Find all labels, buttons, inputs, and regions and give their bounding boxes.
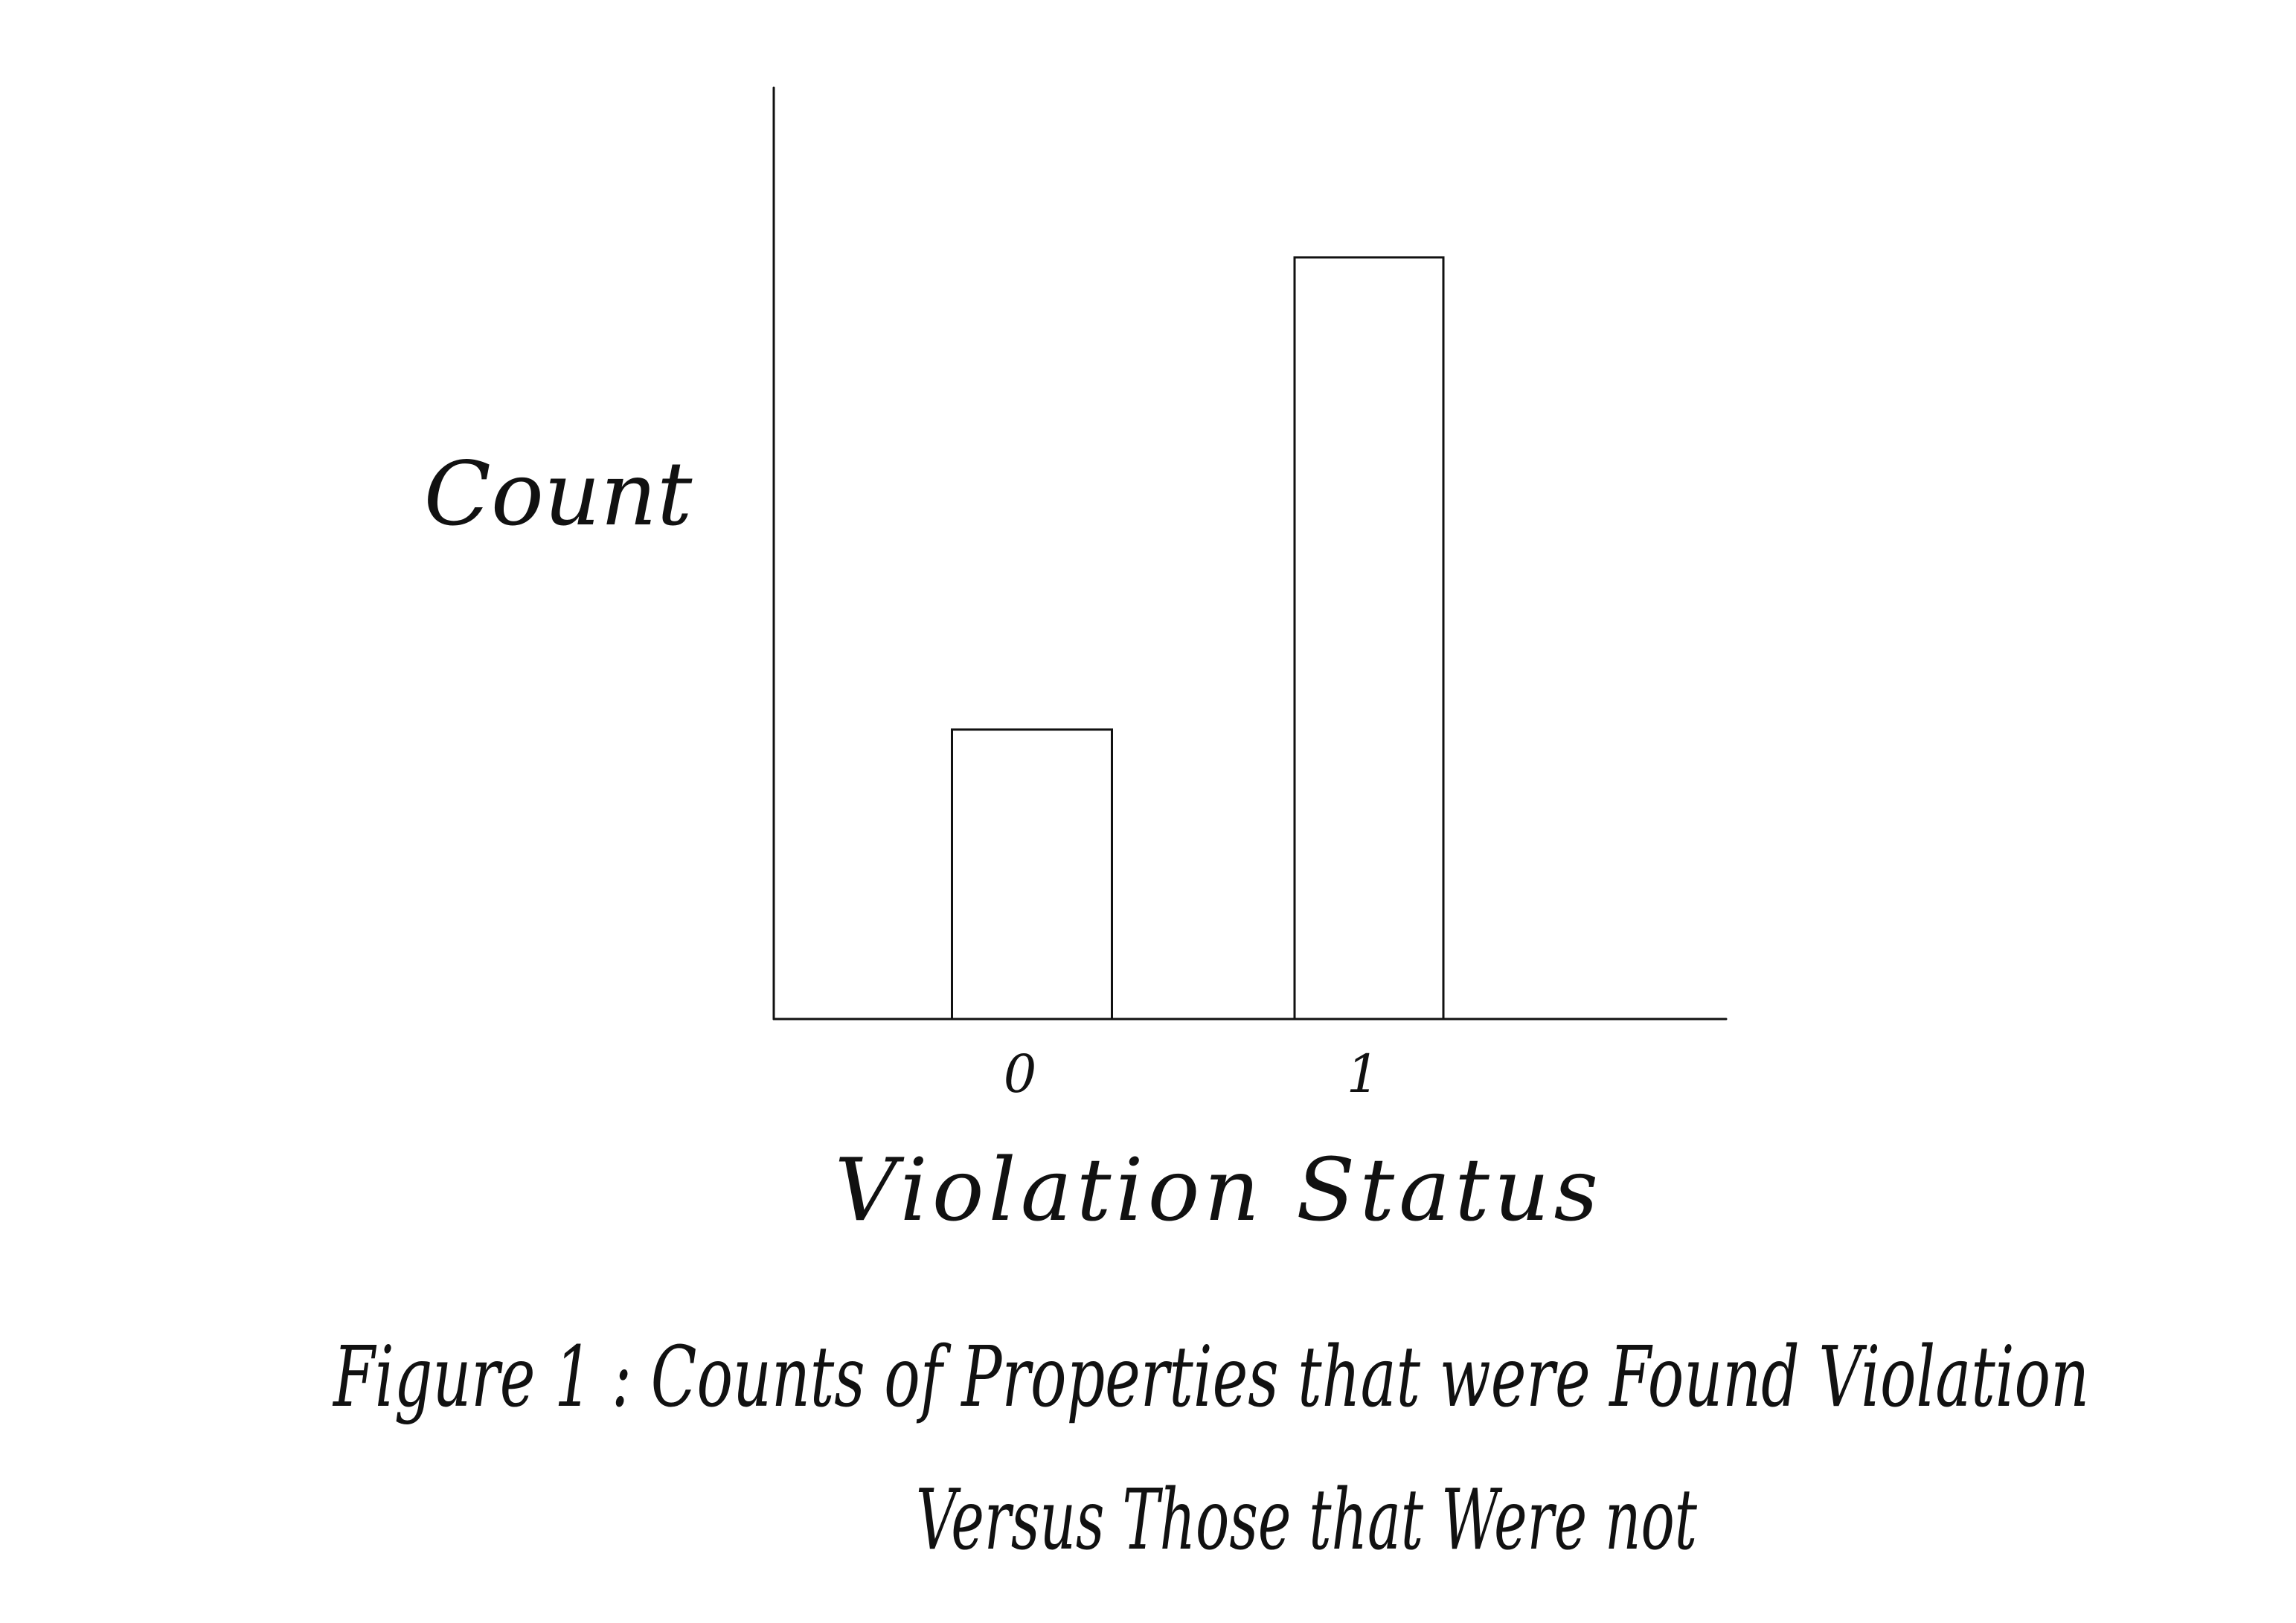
figure-caption-line-1: Figure 1 : Counts of Properties that wer…	[333, 1329, 2089, 1426]
bar-0	[951, 728, 1113, 1021]
bar-1	[1293, 256, 1445, 1021]
x-tick-label-0: 0	[1004, 1044, 1037, 1105]
bars-group	[951, 256, 1445, 1021]
x-axis-label: Violation Status	[835, 1140, 1603, 1241]
y-axis-label: Count	[424, 443, 693, 545]
figure-caption-line-2: Versus Those that Were not	[916, 1472, 1698, 1569]
x-tick-label-1: 1	[1347, 1044, 1380, 1105]
